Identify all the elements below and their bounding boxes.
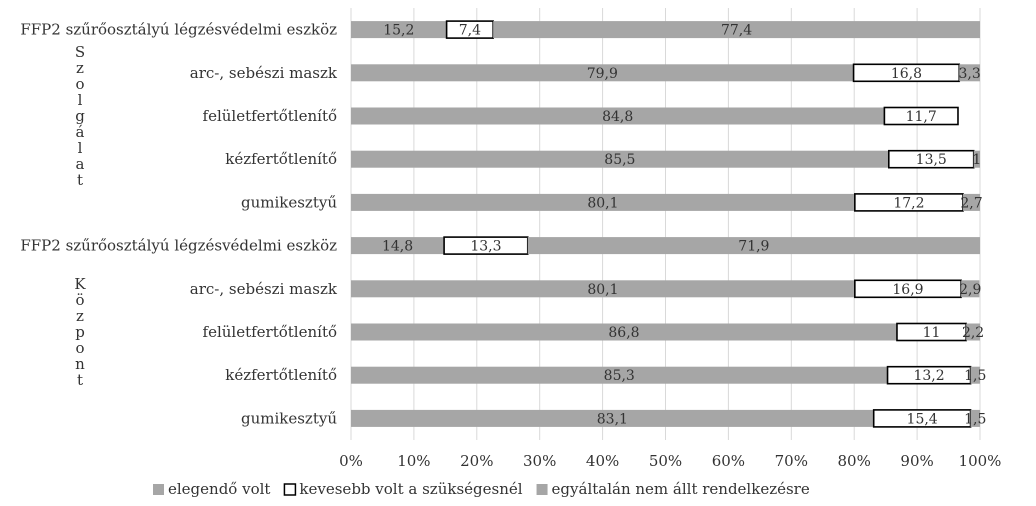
data-labels: 15,2 7,4 77,4 79,9 16,8 3,3 84,8 11,7 85,5 13,5 1 8… bbox=[382, 23, 986, 428]
bar-segment bbox=[872, 409, 972, 428]
bar-segment bbox=[887, 149, 975, 169]
category-labels: FFP2 szűrőosztályú légzésvédelmi eszköz a… bbox=[20, 21, 338, 428]
bar-segment bbox=[351, 237, 445, 255]
category-label: gumikesztyű bbox=[241, 193, 337, 211]
x-tick-label: 100% bbox=[959, 452, 1002, 470]
data-label: 13,2 bbox=[913, 368, 944, 384]
bar-segment bbox=[854, 193, 964, 212]
bar-segment bbox=[351, 280, 855, 298]
data-label: 1,5 bbox=[964, 368, 986, 384]
x-tick-label: 90% bbox=[900, 452, 933, 470]
x-tick-label: 80% bbox=[838, 452, 871, 470]
bar-segment bbox=[351, 323, 897, 341]
category-label: FFP2 szűrőosztályú légzésvédelmi eszköz bbox=[20, 21, 337, 39]
bar-segment bbox=[351, 193, 855, 211]
bar-segment bbox=[351, 150, 889, 168]
data-label: 85,5 bbox=[604, 152, 635, 168]
bar-segment bbox=[351, 366, 888, 384]
data-label: 80,1 bbox=[587, 282, 618, 298]
bar-segment bbox=[973, 150, 980, 168]
x-axis-ticks: 0% 10% 20% 30% 40% 50% 60% 70% 80% 90% 100% bbox=[339, 452, 1001, 470]
bar-segment bbox=[970, 409, 980, 427]
category-label: kézfertőtlenítő bbox=[225, 150, 337, 168]
bar-segment bbox=[883, 106, 959, 126]
data-label: 7,4 bbox=[459, 23, 481, 39]
bar-segment bbox=[527, 237, 980, 255]
bar-segment bbox=[493, 21, 980, 39]
data-label: 13,5 bbox=[916, 152, 947, 168]
category-label: FFP2 szűrőosztályú légzésvédelmi eszköz bbox=[20, 237, 337, 255]
legend-swatch bbox=[536, 484, 548, 495]
bar-segment bbox=[351, 21, 447, 39]
data-label: 77,4 bbox=[721, 23, 752, 39]
data-label: 84,8 bbox=[602, 109, 633, 125]
x-tick-label: 10% bbox=[397, 452, 430, 470]
data-label: 16,9 bbox=[892, 282, 923, 298]
data-label: 15,4 bbox=[907, 411, 938, 427]
data-label: 15,2 bbox=[383, 23, 414, 39]
category-label: kézfertőtlenítő bbox=[225, 366, 337, 384]
data-label: 14,8 bbox=[382, 239, 413, 255]
x-tick-label: 70% bbox=[775, 452, 808, 470]
legend-label: kevesebb volt a szükségesnél bbox=[299, 480, 522, 498]
category-label: arc-, sebészi maszk bbox=[190, 280, 338, 298]
category-label: felületfertőtlenítő bbox=[203, 323, 337, 341]
data-label: 1,5 bbox=[964, 411, 986, 427]
data-label: 3,3 bbox=[958, 66, 980, 82]
bar-segment bbox=[970, 366, 980, 384]
bar-segment bbox=[966, 323, 980, 341]
data-label: 11 bbox=[923, 325, 941, 341]
data-label: 80,1 bbox=[587, 195, 618, 211]
data-label: 71,9 bbox=[738, 239, 769, 255]
x-tick-label: 50% bbox=[649, 452, 682, 470]
data-label: 83,1 bbox=[597, 411, 628, 427]
bar-segment bbox=[963, 193, 980, 211]
data-label: 17,2 bbox=[893, 195, 924, 211]
x-tick-label: 20% bbox=[460, 452, 493, 470]
bar-segment bbox=[961, 280, 980, 298]
category-label: felületfertőtlenítő bbox=[203, 107, 337, 125]
data-label: 1 bbox=[972, 152, 981, 168]
bar-segment bbox=[351, 107, 885, 125]
data-label: 85,3 bbox=[604, 368, 635, 384]
data-label: 16,8 bbox=[891, 66, 922, 82]
legend-swatch bbox=[153, 484, 164, 495]
category-label: arc-, sebészi maszk bbox=[190, 64, 338, 82]
bar-segment bbox=[351, 64, 854, 82]
x-tick-label: 30% bbox=[523, 452, 556, 470]
legend-label: elegendő volt bbox=[168, 480, 270, 498]
data-label: 13,3 bbox=[470, 239, 501, 255]
bar-segment bbox=[959, 64, 980, 82]
bar-segment bbox=[351, 409, 874, 427]
legend-swatch bbox=[283, 483, 297, 496]
category-label: gumikesztyű bbox=[241, 409, 337, 427]
data-label: 11,7 bbox=[906, 109, 937, 125]
data-label: 86,8 bbox=[608, 325, 639, 341]
legend: elegendő volt kevesebb volt a szükségesné… bbox=[153, 480, 810, 498]
data-label: 2,7 bbox=[960, 195, 982, 211]
bar-series bbox=[351, 20, 980, 428]
x-tick-label: 40% bbox=[586, 452, 619, 470]
data-label: 2,2 bbox=[962, 325, 984, 341]
data-label: 2,9 bbox=[959, 282, 981, 298]
x-tick-label: 0% bbox=[339, 452, 363, 470]
legend-label: egyáltalán nem állt rendelkezésre bbox=[552, 480, 810, 498]
data-label: 79,9 bbox=[587, 66, 618, 82]
x-tick-label: 60% bbox=[712, 452, 745, 470]
